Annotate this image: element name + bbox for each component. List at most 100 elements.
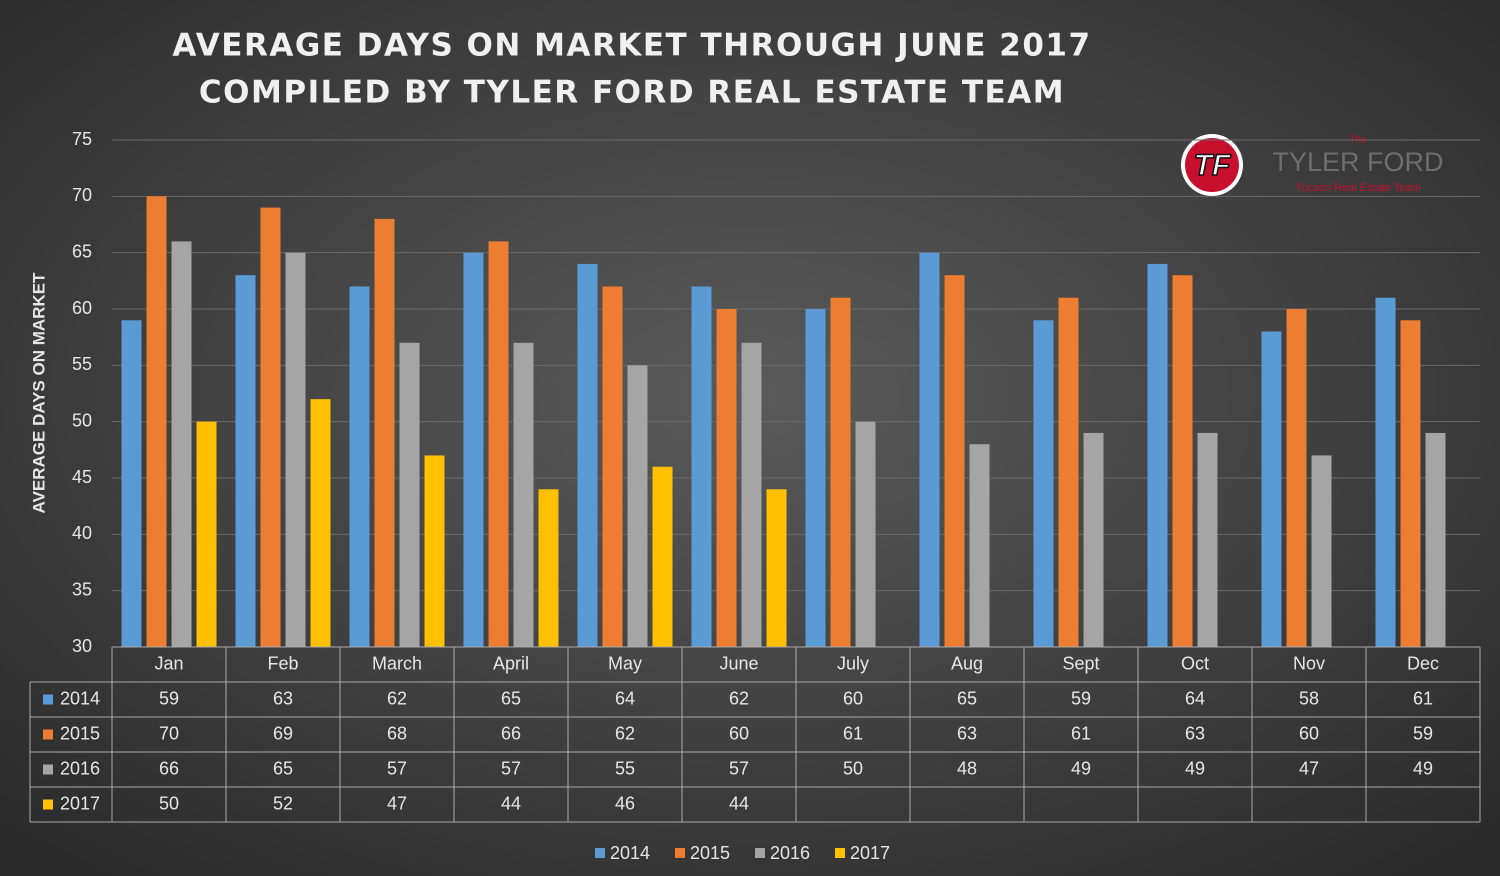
bar <box>1083 432 1104 647</box>
bar <box>171 241 192 647</box>
chart-title: AVERAGE DAYS ON MARKET THROUGH JUNE 2017 <box>172 28 1091 64</box>
table-cell: 47 <box>387 793 407 813</box>
table-cell: 63 <box>1185 723 1205 743</box>
table-cell: 59 <box>1413 723 1433 743</box>
bar <box>1425 432 1446 647</box>
table-cell: 60 <box>729 723 749 743</box>
x-tick-label: Sept <box>1062 653 1099 673</box>
y-tick-label: 30 <box>72 636 92 656</box>
y-tick-label: 65 <box>72 241 92 261</box>
table-cell: 48 <box>957 758 977 778</box>
y-tick-label: 40 <box>72 523 92 543</box>
bar <box>716 309 737 647</box>
row-label: 2014 <box>60 688 100 708</box>
x-tick-label: May <box>608 653 642 673</box>
x-tick-label: April <box>493 653 529 673</box>
x-tick-label: Aug <box>951 653 983 673</box>
legend-key <box>675 848 685 858</box>
chart-subtitle: COMPILED BY TYLER FORD REAL ESTATE TEAM <box>199 75 1065 111</box>
table-cell: 50 <box>159 793 179 813</box>
bar <box>652 466 673 647</box>
bar <box>830 297 851 647</box>
x-tick-label: June <box>719 653 758 673</box>
table-cell: 50 <box>843 758 863 778</box>
table-cell: 44 <box>501 793 521 813</box>
table-cell: 61 <box>843 723 863 743</box>
table-key <box>43 729 53 740</box>
row-label: 2016 <box>60 758 100 778</box>
logo-tagline: Tucson Real Estate Team <box>1295 182 1420 194</box>
bar <box>310 399 331 647</box>
bar <box>513 342 534 647</box>
legend-key <box>835 848 845 858</box>
bar <box>741 342 762 647</box>
table-cell: 68 <box>387 723 407 743</box>
table-cell: 64 <box>615 688 635 708</box>
table-cell: 65 <box>957 688 977 708</box>
table-cell: 47 <box>1299 758 1319 778</box>
x-tick-label: July <box>837 653 869 673</box>
bar <box>121 320 142 647</box>
bar <box>766 489 787 647</box>
bar <box>538 489 559 647</box>
table-cell: 58 <box>1299 688 1319 708</box>
table-cell: 57 <box>729 758 749 778</box>
table-cell: 62 <box>615 723 635 743</box>
table-cell: 62 <box>387 688 407 708</box>
y-tick-label: 55 <box>72 354 92 374</box>
bar <box>1400 320 1421 647</box>
bar <box>805 309 826 647</box>
bar <box>944 275 965 647</box>
table-cell: 66 <box>159 758 179 778</box>
bar <box>1311 455 1332 647</box>
table-cell: 46 <box>615 793 635 813</box>
bar <box>196 421 217 647</box>
legend-label: 2016 <box>770 843 810 863</box>
table-cell: 59 <box>1071 688 1091 708</box>
table-cell: 49 <box>1071 758 1091 778</box>
legend-label: 2015 <box>690 843 730 863</box>
bar <box>260 207 281 647</box>
table-cell: 63 <box>957 723 977 743</box>
bar <box>146 196 167 648</box>
y-tick-label: 35 <box>72 579 92 599</box>
bar <box>1033 320 1054 647</box>
bar <box>1147 263 1168 647</box>
bar <box>577 263 598 647</box>
bar <box>1261 331 1282 647</box>
x-tick-label: March <box>372 653 422 673</box>
table-cell: 59 <box>159 688 179 708</box>
table-cell: 52 <box>273 793 293 813</box>
bar <box>855 421 876 647</box>
bar <box>424 455 445 647</box>
table-cell: 49 <box>1185 758 1205 778</box>
bar <box>349 286 370 647</box>
row-label: 2015 <box>60 723 100 743</box>
table-key <box>43 799 53 810</box>
bar <box>627 365 648 647</box>
table-cell: 57 <box>387 758 407 778</box>
y-axis-label: AVERAGE DAYS ON MARKET <box>29 272 48 513</box>
bar <box>488 241 509 647</box>
table-cell: 57 <box>501 758 521 778</box>
bar <box>1058 297 1079 647</box>
bar <box>399 342 420 647</box>
table-cell: 60 <box>843 688 863 708</box>
x-tick-label: Nov <box>1293 653 1325 673</box>
legend-label: 2017 <box>850 843 890 863</box>
bar <box>919 252 940 647</box>
bar <box>1286 309 1307 647</box>
table-cell: 61 <box>1071 723 1091 743</box>
table-cell: 65 <box>273 758 293 778</box>
x-tick-label: Dec <box>1407 653 1439 673</box>
table-cell: 65 <box>501 688 521 708</box>
bar <box>602 286 623 647</box>
y-tick-label: 75 <box>72 129 92 149</box>
y-tick-label: 45 <box>72 467 92 487</box>
logo-name: TYLER FORD <box>1272 147 1443 177</box>
x-tick-label: Oct <box>1181 653 1209 673</box>
table-cell: 63 <box>273 688 293 708</box>
table-cell: 44 <box>729 793 749 813</box>
y-tick-label: 70 <box>72 185 92 205</box>
